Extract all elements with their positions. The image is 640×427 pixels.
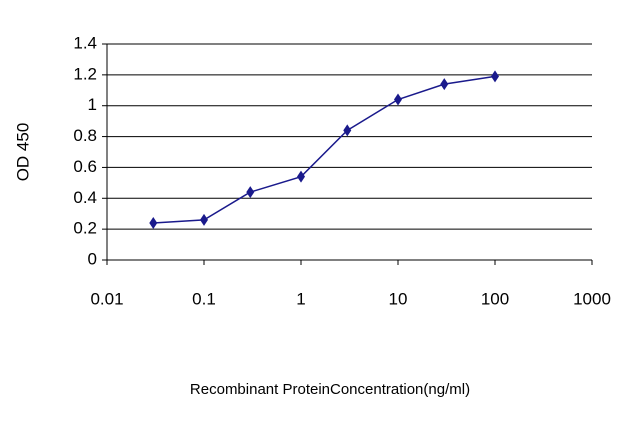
x-tick-label: 0.1 — [192, 289, 216, 308]
x-tick-label: 1000 — [573, 289, 611, 308]
y-tick-label: 1.4 — [73, 33, 97, 52]
y-tick-label: 1.2 — [73, 64, 97, 83]
data-point — [149, 216, 158, 229]
data-point — [246, 186, 255, 199]
data-point — [297, 170, 305, 183]
y-axis-label: OD 450 — [13, 123, 32, 182]
y-tick-label: 0 — [88, 249, 97, 268]
data-line — [153, 75, 496, 224]
x-tick-label: 1 — [296, 289, 305, 308]
y-tick-label: 0.6 — [73, 157, 97, 176]
data-point — [394, 93, 402, 106]
y-tick-label: 0.2 — [73, 219, 97, 238]
x-tick-label: 10 — [389, 289, 408, 308]
y-tick-label: 0.4 — [73, 188, 97, 207]
x-tick-label: 100 — [481, 289, 509, 308]
x-axis-label: Recombinant ProteinConcentration(ng/ml) — [190, 381, 470, 398]
data-point — [200, 213, 208, 226]
x-tick-label: 0.01 — [90, 289, 123, 308]
data-point — [440, 78, 449, 91]
data-point — [491, 70, 499, 83]
data-point — [343, 124, 352, 137]
y-tick-label: 1 — [88, 95, 97, 114]
y-tick-label: 0.8 — [73, 126, 97, 145]
